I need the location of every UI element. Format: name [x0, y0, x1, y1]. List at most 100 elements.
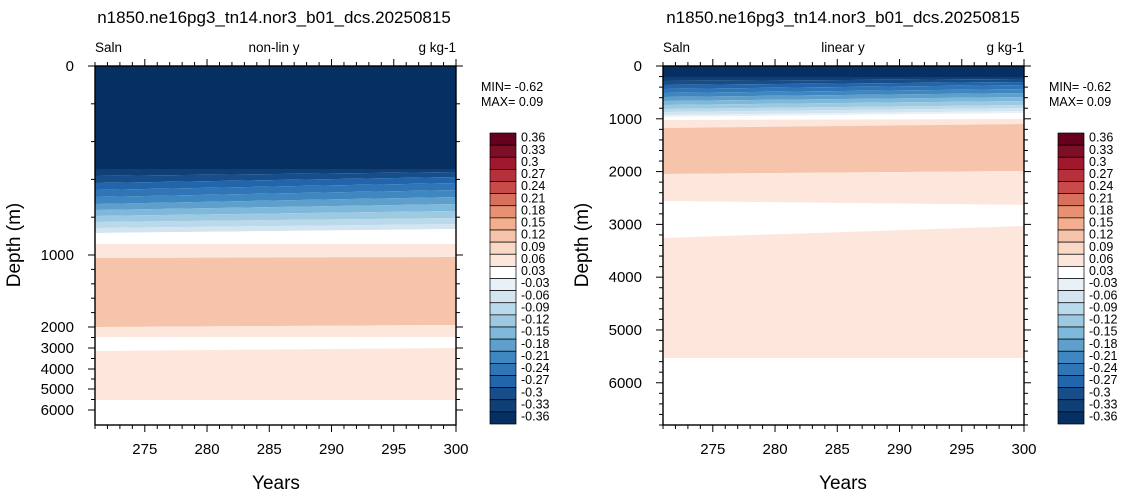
right-colorbar-label: 0.36: [1089, 131, 1113, 145]
left-colorbar-swatch: [489, 411, 517, 425]
left-contour-band-12: [95, 244, 456, 258]
right-colorbar-swatch: [1057, 314, 1085, 328]
right-x-tick-label: 285: [825, 441, 850, 458]
left-colorbar-label: 0.12: [521, 228, 545, 242]
right-colorbar-label: 0.03: [1089, 264, 1113, 278]
left-colorbar-swatch: [489, 217, 517, 231]
right-colorbar-swatch: [1057, 399, 1085, 413]
left-x-axis-label: Years: [252, 473, 300, 494]
left-colorbar-label: -0.03: [521, 276, 550, 290]
right-y-axis: 0 1000 2000 3000 4000 5000 6000: [609, 58, 1031, 426]
left-contour-band-4: [95, 183, 456, 197]
left-x-tick-label: 300: [443, 441, 468, 458]
left-contour-band-3: [95, 177, 456, 190]
left-y-tick-label: 0: [66, 58, 74, 75]
left-colorbar-label: 0.36: [521, 131, 545, 145]
right-contour-band-15: [663, 171, 1024, 205]
right-contour-band-7: [663, 97, 1024, 105]
right-colorbar-label: -0.12: [1089, 313, 1118, 327]
left-contour-band-1: [95, 169, 456, 176]
left-contour-band-2: [95, 172, 456, 183]
right-colorbar-swatch: [1057, 217, 1085, 231]
right-colorbar-label: 0.21: [1089, 191, 1113, 205]
right-colorbar-swatch: [1057, 169, 1085, 182]
left-y-axis-label: Depth (m): [4, 203, 25, 287]
left-x-tick-label: 285: [257, 441, 282, 458]
left-colorbar-swatch: [489, 229, 517, 243]
left-colorbar-label: 0.18: [521, 203, 545, 217]
left-x-tick-label: 280: [195, 441, 220, 458]
left-y-axis: 0 1000 2000 3000 4000 5000 6000: [41, 58, 463, 419]
left-contour-band-10: [95, 224, 456, 233]
right-x-tick-label: 275: [700, 441, 725, 458]
left-colorbar-swatch: [489, 326, 517, 340]
right-colorbar-swatch: [1057, 144, 1085, 158]
right-x-tick-label: 300: [1011, 441, 1036, 458]
right-colorbar-swatch: [1057, 278, 1085, 291]
right-colorbar-swatch: [1057, 326, 1085, 340]
left-contour-band-8: [95, 211, 456, 222]
left-title: n1850.ne16pg3_tn14.nor3_b01_dcs.20250815: [97, 8, 451, 27]
left-colorbar-label: 0.21: [521, 191, 545, 205]
left-x-tick-label: 295: [381, 441, 406, 458]
left-contour-band-9: [95, 218, 456, 228]
right-colorbar-label: -0.03: [1089, 276, 1118, 290]
left-y-tick-label: 1000: [41, 247, 74, 264]
left-colorbar-swatch: [489, 169, 517, 182]
right-colorbar-swatch: [1057, 205, 1085, 219]
left-colorbar-swatch: [489, 302, 517, 316]
right-colorbar-swatch: [1057, 229, 1085, 243]
left-x-tick-label: 290: [319, 441, 344, 458]
right-variable-label: Saln: [663, 40, 690, 55]
right-plot-area: [662, 65, 1025, 426]
right-colorbar-label: 0.18: [1089, 203, 1113, 217]
right-contour-band-13: [663, 119, 1024, 128]
left-colorbar-swatch: [489, 363, 517, 376]
right-contour-band-1: [663, 77, 1024, 81]
left-colorbar-swatch: [489, 144, 517, 158]
right-colorbar: -0.36-0.33-0.3-0.27-0.24-0.21-0.18-0.15-…: [1057, 131, 1118, 425]
right-colorbar-swatch: [1057, 375, 1085, 388]
left-colorbar-swatch: [489, 278, 517, 291]
right-contour-band-16: [663, 201, 1024, 238]
right-contour-band-8: [663, 101, 1024, 109]
left-colorbar-label: 0.03: [521, 264, 545, 278]
left-colorbar-swatch: [489, 156, 517, 170]
right-contour-band-11: [663, 111, 1024, 117]
right-max-stat: MAX= 0.09: [1049, 95, 1111, 109]
right-contour-band-4: [663, 85, 1024, 93]
right-colorbar-label: -0.06: [1089, 288, 1118, 302]
right-colorbar-label: 0.15: [1089, 216, 1113, 230]
right-colorbar-swatch: [1057, 132, 1085, 146]
left-colorbar-label: 0.09: [521, 240, 545, 254]
right-x-axis-label: Years: [819, 473, 867, 494]
left-colorbar-swatch: [489, 399, 517, 413]
left-plot-frame: [94, 65, 457, 426]
right-contour-band-9: [663, 105, 1024, 112]
right-contour-band-17: [663, 226, 1024, 358]
left-y-tick-label: 2000: [41, 319, 74, 336]
right-y-tick-label: 1000: [609, 111, 642, 128]
left-y-tick-label: 3000: [41, 340, 74, 357]
left-colorbar-label: -0.36: [521, 410, 550, 424]
right-colorbar-swatch: [1057, 193, 1085, 207]
left-colorbar-label: -0.24: [521, 361, 550, 375]
left-contour-band-13: [95, 257, 456, 327]
left-colorbar-label: 0.24: [521, 179, 545, 193]
right-x-tick-label: 290: [887, 441, 912, 458]
right-colorbar-label: -0.33: [1089, 397, 1118, 411]
left-colorbar-swatch: [489, 241, 517, 255]
left-colorbar-swatch: [489, 290, 517, 304]
left-colorbar-swatch: [489, 205, 517, 219]
right-colorbar-swatch: [1057, 387, 1085, 401]
right-contour-band-3: [663, 82, 1024, 89]
right-y-tick-label: 6000: [609, 375, 642, 392]
left-colorbar-label: 0.3: [521, 155, 538, 169]
left-colorbar-label: 0.15: [521, 216, 545, 230]
right-contour-band-0: [663, 66, 1024, 77]
left-contour-band-14: [95, 325, 456, 337]
right-title: n1850.ne16pg3_tn14.nor3_b01_dcs.20250815: [666, 8, 1020, 27]
left-max-stat: MAX= 0.09: [481, 95, 543, 109]
right-colorbar-swatch: [1057, 253, 1085, 267]
